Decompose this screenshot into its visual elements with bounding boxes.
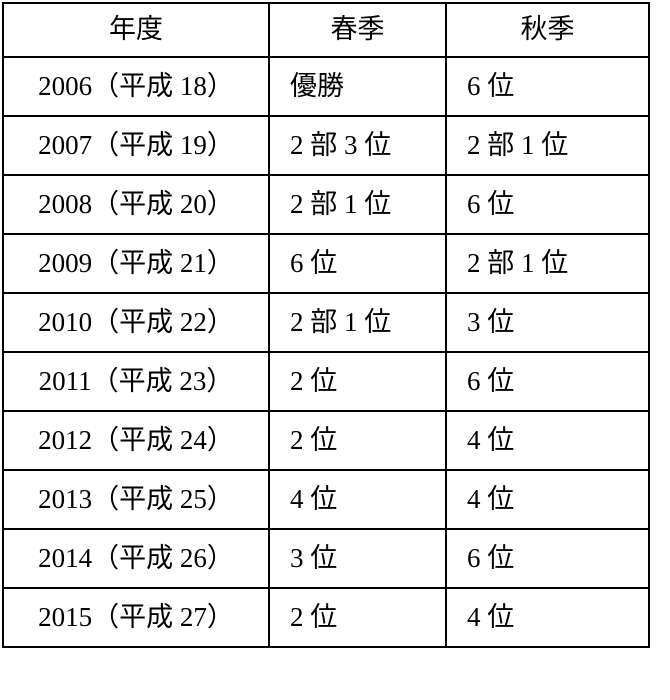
cell-autumn: 2 部 1 位 (445, 233, 650, 294)
cell-year-text: 2006（平成 18） (38, 70, 234, 101)
table-row: 2011（平成 23） 2 位 6 位 (2, 351, 650, 412)
cell-autumn: 6 位 (445, 56, 650, 117)
cell-year: 2011（平成 23） (2, 351, 270, 412)
table-row: 2010（平成 22） 2 部 1 位 3 位 (2, 292, 650, 353)
cell-year-text: 2013（平成 25） (38, 483, 234, 514)
cell-year-text: 2009（平成 21） (38, 247, 234, 278)
table-row: 2015（平成 27） 2 位 4 位 (2, 587, 650, 648)
cell-year-text: 2010（平成 22） (38, 306, 234, 337)
table-body: 2006（平成 18） 優勝 6 位 2007（平成 19） 2 部 3 位 2… (2, 56, 650, 648)
cell-autumn-text: 2 部 1 位 (467, 247, 569, 278)
cell-autumn: 2 部 1 位 (445, 115, 650, 176)
cell-autumn-text: 6 位 (467, 70, 515, 101)
cell-spring: 6 位 (268, 233, 447, 294)
cell-spring: 2 部 1 位 (268, 174, 447, 235)
cell-year-text: 2007（平成 19） (38, 129, 234, 160)
cell-autumn-text: 6 位 (467, 188, 515, 219)
table-row: 2006（平成 18） 優勝 6 位 (2, 56, 650, 117)
table-row: 2014（平成 26） 3 位 6 位 (2, 528, 650, 589)
cell-year: 2015（平成 27） (2, 587, 270, 648)
cell-spring: 4 位 (268, 469, 447, 530)
cell-autumn-text: 2 部 1 位 (467, 129, 569, 160)
column-header-year-label: 年度 (109, 14, 163, 45)
cell-autumn: 6 位 (445, 528, 650, 589)
cell-autumn-text: 3 位 (467, 306, 515, 337)
cell-year: 2007（平成 19） (2, 115, 270, 176)
cell-year-text: 2008（平成 20） (38, 188, 234, 219)
cell-autumn-text: 6 位 (467, 542, 515, 573)
cell-spring: 2 部 1 位 (268, 292, 447, 353)
cell-spring: 2 位 (268, 587, 447, 648)
cell-spring-text: 2 位 (290, 365, 338, 396)
cell-year: 2014（平成 26） (2, 528, 270, 589)
cell-autumn: 4 位 (445, 587, 650, 648)
cell-spring: 2 位 (268, 410, 447, 471)
cell-spring: 優勝 (268, 56, 447, 117)
cell-spring: 3 位 (268, 528, 447, 589)
season-results-table: 年度 春季 秋季 2006（平成 18） 優勝 6 位 2007（平成 19） … (2, 2, 650, 648)
table-row: 2009（平成 21） 6 位 2 部 1 位 (2, 233, 650, 294)
cell-spring-text: 6 位 (290, 247, 338, 278)
cell-autumn: 4 位 (445, 469, 650, 530)
cell-autumn-text: 4 位 (467, 424, 515, 455)
cell-spring: 2 位 (268, 351, 447, 412)
cell-year: 2012（平成 24） (2, 410, 270, 471)
cell-spring-text: 2 部 1 位 (290, 306, 392, 337)
cell-autumn: 3 位 (445, 292, 650, 353)
column-header-autumn: 秋季 (445, 2, 650, 58)
table-row: 2007（平成 19） 2 部 3 位 2 部 1 位 (2, 115, 650, 176)
cell-spring-text: 3 位 (290, 542, 338, 573)
cell-year-text: 2014（平成 26） (38, 542, 234, 573)
table-row: 2013（平成 25） 4 位 4 位 (2, 469, 650, 530)
cell-spring-text: 2 位 (290, 424, 338, 455)
cell-spring-text: 2 位 (290, 601, 338, 632)
table-row: 2008（平成 20） 2 部 1 位 6 位 (2, 174, 650, 235)
column-header-spring-label: 春季 (330, 14, 385, 45)
cell-year: 2008（平成 20） (2, 174, 270, 235)
cell-spring-text: 2 部 3 位 (290, 129, 392, 160)
cell-spring: 2 部 3 位 (268, 115, 447, 176)
cell-year: 2010（平成 22） (2, 292, 270, 353)
column-header-spring: 春季 (268, 2, 447, 58)
cell-spring-text: 優勝 (290, 70, 344, 101)
cell-year-text: 2015（平成 27） (38, 601, 234, 632)
cell-year: 2009（平成 21） (2, 233, 270, 294)
cell-year-text: 2011（平成 23） (38, 365, 234, 396)
cell-spring-text: 2 部 1 位 (290, 188, 392, 219)
table-row: 2012（平成 24） 2 位 4 位 (2, 410, 650, 471)
cell-autumn: 6 位 (445, 174, 650, 235)
header-row: 年度 春季 秋季 (2, 2, 650, 58)
cell-autumn-text: 6 位 (467, 365, 515, 396)
cell-autumn-text: 4 位 (467, 601, 515, 632)
cell-year-text: 2012（平成 24） (38, 424, 234, 455)
cell-spring-text: 4 位 (290, 483, 338, 514)
table-header: 年度 春季 秋季 (2, 2, 650, 58)
cell-autumn: 6 位 (445, 351, 650, 412)
cell-year: 2006（平成 18） (2, 56, 270, 117)
cell-year: 2013（平成 25） (2, 469, 270, 530)
column-header-autumn-label: 秋季 (520, 14, 575, 45)
column-header-year: 年度 (2, 2, 270, 58)
cell-autumn-text: 4 位 (467, 483, 515, 514)
cell-autumn: 4 位 (445, 410, 650, 471)
